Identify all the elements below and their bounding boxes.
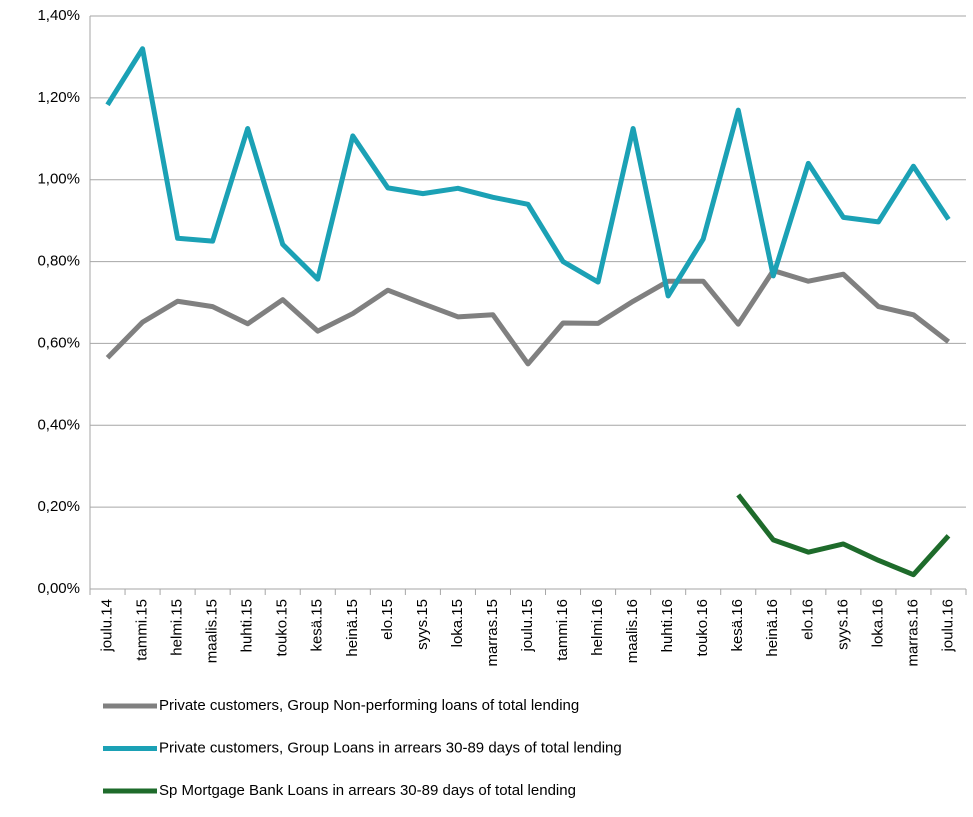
x-tick-label: maalis.15: [204, 599, 221, 663]
x-tick-label: huhti.16: [659, 599, 676, 652]
y-tick-label: 0,60%: [37, 334, 80, 351]
series-line: [105, 268, 951, 367]
x-tick-label: elo.15: [379, 599, 396, 640]
series-line: [736, 493, 951, 578]
x-tick-label: huhti.15: [239, 599, 256, 652]
y-tick-label: 0,40%: [37, 416, 80, 433]
legend-label: Private customers, Group Loans in arrear…: [159, 739, 622, 756]
x-tick-label: joulu.15: [519, 599, 536, 653]
y-tick-label: 1,20%: [37, 89, 80, 106]
x-tick-label: heinä.16: [764, 599, 781, 657]
x-tick-label: joulu.14: [98, 599, 115, 653]
x-tick-label: helmi.16: [589, 599, 606, 656]
x-tick-label: elo.16: [799, 599, 816, 640]
x-tick-label: touko.16: [694, 599, 711, 657]
y-tick-label: 0,20%: [37, 498, 80, 515]
x-tick-label: marras.15: [484, 599, 501, 667]
x-tick-label: kesä.16: [729, 599, 746, 652]
legend-label: Private customers, Group Non-performing …: [159, 697, 579, 714]
y-tick-label: 0,00%: [37, 580, 80, 597]
x-tick-label: tammi.16: [554, 599, 571, 661]
x-tick-label: marras.16: [904, 599, 921, 667]
x-tick-label: joulu.16: [939, 599, 956, 653]
x-tick-label: loka.15: [449, 599, 466, 647]
x-tick-label: syys.16: [834, 599, 851, 650]
x-tick-label: syys.15: [414, 599, 431, 650]
x-tick-label: tammi.15: [134, 599, 151, 661]
y-tick-label: 0,80%: [37, 253, 80, 270]
x-tick-label: touko.15: [274, 599, 291, 657]
x-tick-label: helmi.15: [169, 599, 186, 656]
x-tick-label: maalis.16: [624, 599, 641, 663]
x-tick-label: heinä.15: [344, 599, 361, 657]
x-tick-label: loka.16: [869, 599, 886, 647]
series-line: [105, 46, 951, 299]
x-tick-label: kesä.15: [309, 599, 326, 652]
y-tick-label: 1,00%: [37, 171, 80, 188]
legend-label: Sp Mortgage Bank Loans in arrears 30-89 …: [159, 782, 576, 799]
y-tick-label: 1,40%: [37, 7, 80, 24]
